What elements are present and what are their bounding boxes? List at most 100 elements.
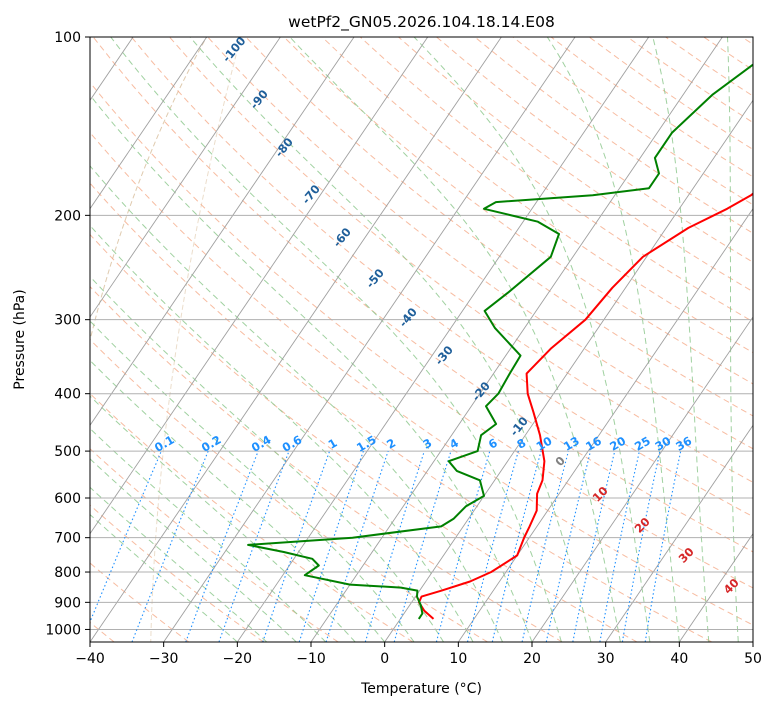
x-tick-label: −40	[75, 651, 105, 667]
isotherm-line	[90, 37, 429, 535]
moist-adiabats	[90, 37, 739, 642]
moist-adiabat-line	[90, 165, 503, 642]
moist-adiabat-line	[652, 37, 710, 642]
mixing-ratio-line	[466, 450, 519, 642]
y-tick-label: 100	[54, 30, 81, 46]
mixing-ratio-label: 13	[561, 434, 582, 454]
isotherm-line	[90, 37, 281, 318]
moist-adiabat-line	[90, 275, 445, 642]
dry-adiabat-line	[90, 182, 712, 642]
isotherms	[90, 37, 753, 642]
isotherm-line	[310, 37, 723, 642]
y-tick-label: 700	[54, 531, 81, 547]
mixing-ratio-line	[262, 450, 331, 642]
dry-adiabat-line	[90, 81, 753, 589]
x-tick-label: 20	[523, 651, 541, 667]
isotherm-line	[90, 37, 208, 210]
mixing-ratio-label: 10	[534, 434, 555, 454]
x-axis-ticks: −40 −30 −20 −10 0 10 20 30 40 50	[75, 642, 762, 667]
mixing-ratio-line	[131, 450, 209, 642]
moist-adiabat-line	[546, 37, 680, 642]
y-tick-label: 200	[54, 208, 81, 224]
reference-arc	[90, 39, 206, 343]
moist-adiabat-line	[110, 37, 562, 642]
dry-adiabat-line	[90, 285, 563, 642]
mixing-ratio-line	[90, 450, 162, 624]
mixing-ratio-label: 30	[653, 434, 674, 454]
moist-adiabat-line	[90, 513, 238, 642]
isotherm-line	[678, 532, 753, 642]
y-tick-label: 800	[54, 565, 81, 581]
mixing-ratio-line	[521, 450, 569, 642]
x-tick-label: 50	[744, 651, 762, 667]
mixing-ratio-lines	[90, 450, 682, 642]
profile-series	[247, 63, 753, 620]
dry-adiabat-line	[90, 504, 264, 642]
reference-arcs	[90, 39, 241, 642]
dry-adiabat-line	[169, 37, 753, 483]
mixing-ratio-label: 25	[632, 434, 653, 454]
moist-adiabat-line	[90, 359, 386, 642]
dry-adiabat-line	[321, 37, 753, 354]
mixing-ratio-line	[298, 450, 364, 642]
y-tick-label: 900	[54, 595, 81, 611]
mixing-ratio-line	[435, 450, 491, 642]
moist-adiabat-line	[90, 224, 474, 642]
chart-title: wetPf2_GN05.2026.104.18.14.E08	[288, 13, 555, 32]
x-tick-label: −30	[149, 651, 179, 667]
isotherm-line	[531, 316, 753, 642]
x-tick-label: 10	[449, 651, 467, 667]
isotherm-line	[457, 207, 753, 642]
x-tick-label: 0	[380, 651, 389, 667]
mixing-ratio-line	[545, 450, 592, 642]
plot-area: 0.1 0.2 0.4 0.6 1 1.5 2 3 4 6 8 10 13 16 20 25 30 36-100-…	[90, 37, 753, 642]
moist-adiabat-line	[413, 37, 651, 642]
temperature-line	[418, 192, 753, 620]
dry-adiabat-line	[90, 233, 638, 642]
y-tick-label: 300	[54, 313, 81, 329]
dry-adiabat-line	[359, 37, 753, 323]
isotherm-line	[384, 99, 753, 642]
mixing-ratio-label: 36	[673, 434, 694, 454]
mixing-ratio-line	[572, 450, 616, 642]
moist-adiabat-line	[727, 37, 739, 642]
dry-adiabat-line	[283, 37, 753, 385]
moist-adiabat-line	[90, 486, 268, 642]
x-axis-label: Temperature (°C)	[360, 681, 482, 697]
y-tick-label: 500	[54, 444, 81, 460]
x-tick-label: 40	[670, 651, 688, 667]
moist-adiabat-line	[189, 37, 592, 642]
mixing-ratio-label: 16	[583, 434, 604, 454]
mixing-ratio-label: 20	[607, 434, 628, 454]
isotherm-line	[90, 37, 355, 427]
plot-frame	[89, 36, 754, 643]
mixing-ratio-line	[393, 450, 452, 642]
reference-arc	[150, 39, 241, 642]
mixing-ratio-line	[325, 450, 389, 642]
isotherm-line	[163, 37, 576, 642]
mixing-ratio-line	[491, 450, 542, 642]
y-tick-label: 600	[54, 491, 81, 507]
mixing-ratio-line	[218, 450, 290, 642]
dewpoint-line	[247, 63, 753, 620]
isotherm-line	[605, 424, 753, 642]
dry-adiabat-line	[131, 37, 753, 518]
pressure-gridlines	[90, 37, 753, 630]
dry-adiabat-line	[90, 131, 753, 626]
y-tick-label: 400	[54, 387, 81, 403]
y-tick-label: 1000	[45, 622, 81, 638]
x-tick-label: −10	[296, 651, 326, 667]
x-tick-label: 30	[597, 651, 615, 667]
x-tick-label: −20	[223, 651, 253, 667]
mixing-ratio-line	[364, 450, 425, 642]
moist-adiabat-line	[90, 94, 533, 642]
moist-adiabat-line	[289, 37, 621, 642]
y-axis-ticks: 100 200 300 400 500 600 700 800 900 1000	[45, 30, 90, 638]
mixing-ratio-line	[185, 450, 259, 642]
moist-adiabat-line	[90, 458, 297, 642]
y-axis-label: Pressure (hPa)	[12, 289, 28, 389]
isotherm-line	[90, 37, 502, 642]
moist-adiabat-line	[90, 427, 327, 642]
